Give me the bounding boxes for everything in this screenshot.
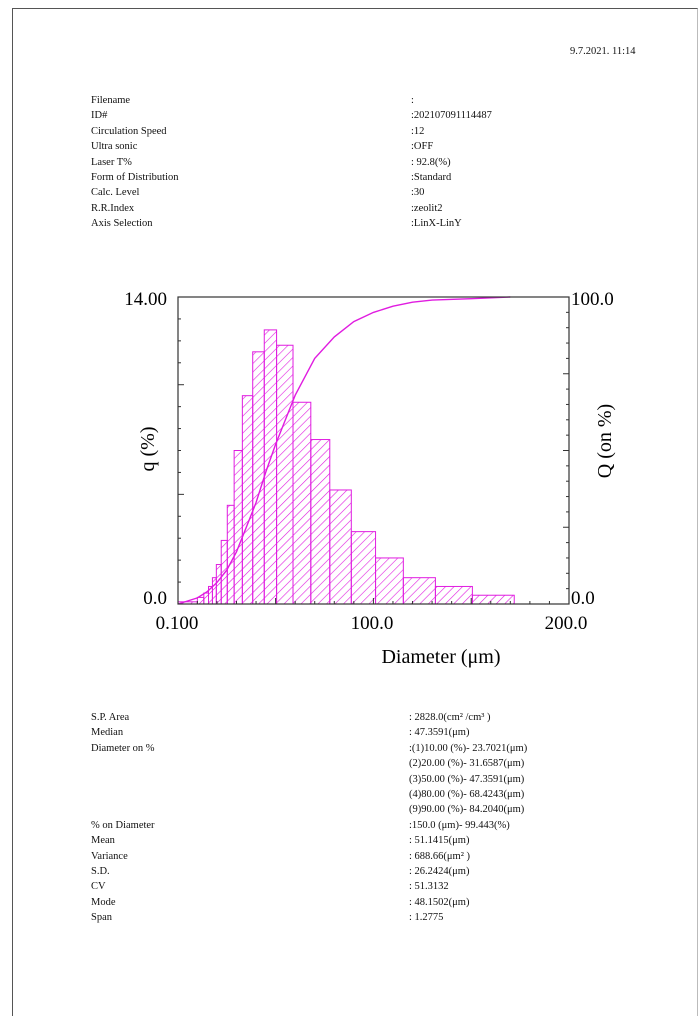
histogram-bar [196, 596, 205, 605]
params-label: ID# [91, 110, 108, 122]
results-row: CV : 51.3132 [91, 879, 449, 894]
results-value: : 51.1415(μm) [409, 835, 470, 847]
results-label: Span [91, 912, 112, 924]
params-label: Form of Distribution [91, 171, 179, 183]
histogram-bar [203, 592, 210, 605]
params-row: ID# :202107091114487 [91, 108, 492, 123]
results-row: S.D. : 26.2424(μm) [91, 864, 469, 879]
histogram-bar [471, 594, 515, 605]
results-label: Diameter on % [91, 742, 155, 754]
results-value: : 2828.0(cm² /cm³ ) [409, 712, 491, 723]
timestamp: 9.7.2021. 11:14 [570, 46, 636, 57]
results-label: S.D. [91, 865, 110, 877]
histogram-bar [276, 344, 294, 605]
results-value: : 51.3132 [409, 881, 449, 893]
params-row: Filename: [91, 93, 414, 108]
histogram-bar [329, 489, 352, 605]
particle-size-chart: 14.00 0.0 100.0 0.0 0.100 100.0 200.0 Di… [124, 289, 616, 668]
params-row: Form of Distribution :Standard [91, 170, 451, 185]
results-row: Mean : 51.1415(μm) [91, 833, 469, 848]
params-label: Filename [91, 95, 131, 106]
results-value: (2)20.00 (%)- 31.6587(μm) [409, 758, 525, 770]
results-label: Mean [91, 835, 115, 847]
params-value: :LinX-LinY [411, 218, 462, 230]
params-label: Circulation Speed [91, 125, 167, 137]
params-label: R.R.Index [91, 202, 135, 214]
results-row: Median : 47.3591(μm) [91, 725, 469, 740]
histogram-bar [434, 585, 473, 605]
histogram-bar [215, 564, 222, 605]
results-value: : 1.2775 [409, 912, 444, 924]
params-label: Laser T% [91, 156, 132, 168]
params-value: : [411, 95, 414, 106]
histogram-bar [241, 395, 254, 605]
results-row: (2)20.00 (%)- 31.6587(μm) [91, 756, 524, 771]
params-label: Calc. Level [91, 187, 140, 199]
results-row: (9)90.00 (%)- 84.2040(μm) [91, 802, 524, 817]
params-value: :Standard [411, 171, 452, 183]
results-row: Span : 1.2775 [91, 910, 443, 925]
parameters-table: Filename: ID# :202107091114487 Circulation … [91, 93, 492, 232]
results-value: : 688.66(μm² ) [409, 850, 470, 862]
results-value: (4)80.00 (%)- 68.4243(μm) [409, 788, 525, 800]
histogram-bar [310, 439, 331, 605]
x-axis-label: Diameter (μm) [381, 646, 500, 668]
results-row: (4)80.00 (%)- 68.4243(μm) [91, 787, 524, 802]
results-label: % on Diameter [91, 819, 155, 831]
params-row: Calc. Level :30 [91, 185, 424, 200]
results-row: % on Diameter :150.0 (μm)- 99.443(%) [91, 818, 510, 833]
results-value: (9)90.00 (%)- 84.2040(μm) [409, 804, 525, 816]
results-value: (3)50.00 (%)- 47.3591(μm) [409, 773, 525, 785]
params-label: Axis Selection [91, 218, 153, 230]
results-row: (3)50.00 (%)- 47.3591(μm) [91, 772, 524, 787]
histogram-bar [402, 577, 436, 605]
histogram-bar [211, 577, 217, 605]
results-value: : 47.3591(μm) [409, 727, 470, 739]
params-value: :202107091114487 [411, 110, 492, 122]
params-row: Ultra sonic :OFF [91, 139, 433, 154]
results-label: Mode [91, 896, 116, 908]
y-tick-min: 0.0 [143, 588, 167, 609]
histogram-bar [263, 329, 278, 605]
y2-axis-label: Q (on %) [594, 404, 616, 478]
params-value: :30 [411, 187, 425, 199]
histogram-bar [375, 557, 404, 605]
y-axis-label: q (%) [137, 427, 159, 472]
results-value: : 26.2424(μm) [409, 865, 470, 877]
results-value: :150.0 (μm)- 99.443(%) [409, 819, 510, 831]
report-page: 9.7.2021. 11:14 Filename: ID# :20210709111… [12, 8, 698, 1016]
params-row: R.R.Index :zeolit2 [91, 201, 443, 216]
results-label: Median [91, 727, 124, 739]
results-row: Mode : 48.1502(μm) [91, 895, 469, 910]
params-row: Laser T% : 92.8(%) [91, 155, 451, 170]
params-value: :zeolit2 [411, 202, 443, 214]
results-row: Diameter on % :(1)10.00 (%)- 23.7021(μm) [91, 741, 527, 756]
params-value: :OFF [411, 141, 434, 153]
results-table: S.P. Area : 2828.0(cm² /cm³ ) Median : 47.3… [91, 710, 527, 925]
params-row: Circulation Speed :12 [91, 124, 424, 139]
y2-tick-min: 0.0 [571, 588, 595, 609]
results-label: Variance [91, 850, 128, 862]
results-label: S.P. Area [91, 712, 130, 723]
histogram-bar [292, 401, 312, 605]
x-tick-min: 0.100 [156, 613, 199, 634]
results-value: : 48.1502(μm) [409, 896, 470, 908]
results-row: S.P. Area : 2828.0(cm² /cm³ ) [91, 710, 491, 725]
cumulative-line [177, 296, 511, 605]
x-tick-mid: 100.0 [351, 613, 394, 634]
histogram-bar [226, 504, 235, 605]
results-label: CV [91, 881, 106, 893]
histogram-bar [233, 450, 243, 605]
results-value: :(1)10.00 (%)- 23.7021(μm) [409, 742, 528, 754]
params-row: Axis Selection :LinX-LinY [91, 216, 462, 231]
histogram-bar [252, 351, 265, 605]
results-row: Variance : 688.66(μm² ) [91, 849, 470, 864]
histogram-bar [350, 531, 377, 605]
params-label: Ultra sonic [91, 141, 138, 153]
y-tick-max: 14.00 [124, 289, 167, 310]
params-value: : 92.8(%) [411, 156, 451, 168]
y2-tick-max: 100.0 [571, 289, 614, 310]
params-value: :12 [411, 125, 425, 137]
x-tick-max: 200.0 [545, 613, 588, 634]
